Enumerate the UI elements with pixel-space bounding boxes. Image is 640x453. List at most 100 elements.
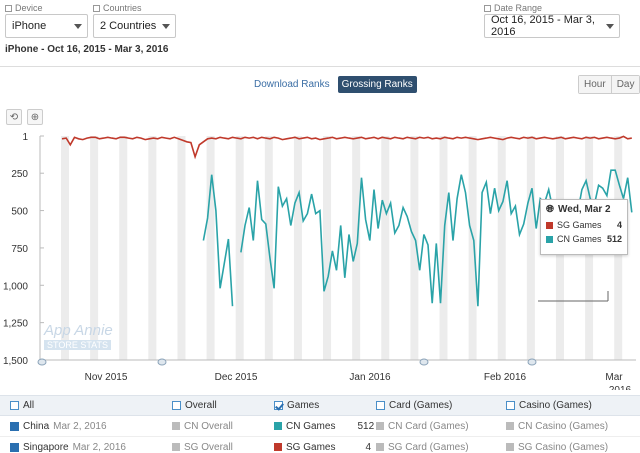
device-checkbox-icon xyxy=(5,4,12,12)
range-handle xyxy=(37,358,47,366)
weekend-band xyxy=(468,136,477,360)
country-cell[interactable]: China Mar 2, 2016 xyxy=(10,421,107,432)
granularity-toggle: Hour Day xyxy=(578,75,640,94)
chevron-down-icon xyxy=(74,24,82,29)
casino-cell[interactable]: SG Casino (Games) xyxy=(506,442,608,453)
page-subtitle: iPhone - Oct 16, 2015 - Mar 3, 2016 xyxy=(5,44,169,55)
globe-icon: 🌐︎ xyxy=(546,204,554,215)
reset-zoom-button[interactable]: ⟲ xyxy=(6,109,22,125)
date-range-filter-label: Date Range xyxy=(484,3,542,13)
undo-icon: ⟲ xyxy=(9,111,19,123)
weekend-band xyxy=(119,136,128,360)
y-tick-label: 1,250 xyxy=(3,319,28,330)
y-axis-ticks: 1 250 500 750 1,000 1,250 1,500 xyxy=(3,132,44,367)
hour-button[interactable]: Hour xyxy=(579,76,611,93)
overall-cell[interactable]: CN Overall xyxy=(172,421,233,432)
casino-cell[interactable]: CN Casino (Games) xyxy=(506,421,608,432)
card-cell[interactable]: SG Card (Games) xyxy=(376,442,469,453)
games-cell[interactable]: CN Games 512 xyxy=(274,421,374,432)
checkbox-icon[interactable] xyxy=(10,401,19,410)
col-card-games[interactable]: Card (Games) xyxy=(376,400,452,411)
rank-tabs: Download Ranks Grossing Ranks xyxy=(250,76,417,93)
weekend-band xyxy=(410,136,419,360)
zoom-button[interactable]: ⊕ xyxy=(27,109,43,125)
x-tick-label: Nov 2015 xyxy=(85,372,128,383)
checkbox-checked-icon[interactable] xyxy=(274,401,283,410)
card-cell[interactable]: CN Card (Games) xyxy=(376,421,469,432)
weekend-band xyxy=(381,136,390,360)
zoom-icon: ⊕ xyxy=(30,111,40,123)
date-range-select[interactable]: Oct 16, 2015 - Mar 3, 2016 xyxy=(484,14,620,38)
col-games[interactable]: Games xyxy=(274,400,319,411)
weekend-band xyxy=(497,136,506,360)
chevron-down-icon xyxy=(606,24,614,29)
tab-download-ranks[interactable]: Download Ranks xyxy=(254,79,330,90)
table-row: Singapore Mar 2, 2016 SG Overall SG Games… xyxy=(0,437,640,453)
series-swatch xyxy=(506,422,514,430)
app-annie-watermark: App Annie STORE STATS xyxy=(44,322,113,350)
table-row: China Mar 2, 2016 CN Overall CN Games 512 … xyxy=(0,416,640,437)
table-header: All Overall Games Card (Games) Casino (G… xyxy=(0,395,640,416)
tab-grossing-ranks[interactable]: Grossing Ranks xyxy=(337,76,417,93)
tooltip-row: CN Games 512 xyxy=(546,234,622,244)
y-tick-label: 1,500 xyxy=(3,356,28,367)
weekend-band xyxy=(148,136,157,360)
weekend-band xyxy=(90,136,99,360)
y-tick-label: 1,000 xyxy=(3,281,28,292)
checkbox-checked-icon[interactable] xyxy=(10,442,19,452)
series-swatch xyxy=(172,422,180,430)
checkbox-icon[interactable] xyxy=(506,401,515,410)
calendar-icon xyxy=(484,4,491,12)
device-filter-label: Device xyxy=(5,3,43,13)
week-bands xyxy=(61,136,623,360)
col-casino-games[interactable]: Casino (Games) xyxy=(506,400,592,411)
range-handle xyxy=(419,358,429,366)
weekend-band xyxy=(526,136,535,360)
x-tick-label: Feb 2016 xyxy=(484,372,527,383)
tooltip-row: SG Games 4 xyxy=(546,220,622,230)
weekend-band xyxy=(206,136,215,360)
checkbox-checked-icon[interactable] xyxy=(10,421,19,431)
y-tick-label: 250 xyxy=(11,169,28,180)
weekend-band xyxy=(235,136,244,360)
y-tick-label: 750 xyxy=(11,244,28,255)
col-all[interactable]: All xyxy=(10,400,34,411)
x-tick-label: Dec 2015 xyxy=(215,372,258,383)
chevron-down-icon xyxy=(162,24,170,29)
day-button[interactable]: Day xyxy=(610,76,640,93)
series-swatch xyxy=(172,443,180,451)
range-handle xyxy=(157,358,167,366)
range-handles xyxy=(37,358,537,366)
country-cell[interactable]: Singapore Mar 2, 2016 xyxy=(10,442,126,453)
category-table: All Overall Games Card (Games) Casino (G… xyxy=(0,395,640,453)
overall-cell[interactable]: SG Overall xyxy=(172,442,233,453)
weekend-band xyxy=(61,136,69,360)
divider xyxy=(0,66,640,67)
x-axis-ticks: Nov 2015 Dec 2015 Jan 2016 Feb 2016 Mar2016 xyxy=(85,372,632,390)
range-handle xyxy=(527,358,537,366)
series-swatch xyxy=(546,221,553,229)
countries-checkbox-icon xyxy=(93,4,100,12)
series-swatch xyxy=(376,443,384,451)
chart-tooltip: 🌐︎ Wed, Mar 2 SG Games 4 CN Games 512 xyxy=(540,199,628,255)
weekend-band xyxy=(293,136,302,360)
sg-games-line xyxy=(61,135,632,160)
series-swatch xyxy=(274,443,282,451)
weekend-band xyxy=(323,136,332,360)
countries-select[interactable]: 2 Countries xyxy=(93,14,176,38)
device-select[interactable]: iPhone xyxy=(5,14,88,38)
x-tick-label: Mar2016 xyxy=(605,372,631,390)
series-swatch xyxy=(274,422,282,430)
y-tick-label: 500 xyxy=(11,207,28,218)
checkbox-icon[interactable] xyxy=(376,401,385,410)
games-cell[interactable]: SG Games 4 xyxy=(274,442,371,453)
countries-filter-label: Countries xyxy=(93,3,142,13)
series-swatch xyxy=(546,235,553,243)
x-tick-label: Jan 2016 xyxy=(349,372,391,383)
weekend-band xyxy=(177,136,186,360)
checkbox-icon[interactable] xyxy=(172,401,181,410)
series-swatch xyxy=(376,422,384,430)
col-overall[interactable]: Overall xyxy=(172,400,217,411)
y-tick-label: 1 xyxy=(22,132,28,143)
series-swatch xyxy=(506,443,514,451)
